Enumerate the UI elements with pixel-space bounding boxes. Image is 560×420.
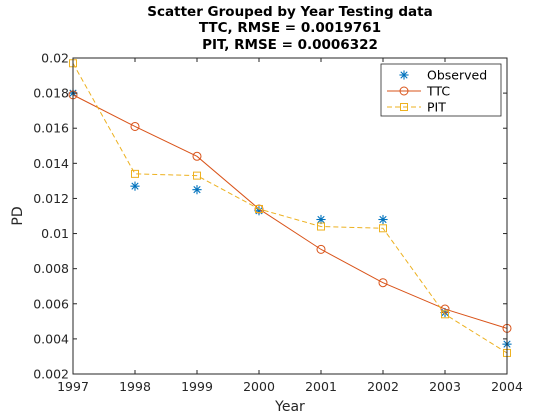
x-tick-label: 1998	[119, 379, 151, 394]
series-ttc-line	[72, 94, 508, 329]
series-observed-point-stroke	[131, 182, 139, 190]
series-observed-point	[378, 214, 388, 225]
series-ttc-point	[440, 304, 450, 314]
series-ttc-point	[192, 151, 202, 161]
x-tick-label: 2003	[429, 379, 461, 394]
series-pit-point	[131, 169, 139, 178]
series-pit	[69, 59, 511, 357]
chart-title: Scatter Grouped by Year Testing data TTC…	[147, 4, 432, 53]
legend-entry-pit: PIT	[387, 100, 446, 115]
y-tick-label: 0.008	[33, 261, 69, 276]
series-observed-point-stroke	[317, 215, 325, 224]
series-observed-point-stroke	[379, 215, 387, 224]
series-pit-point	[441, 310, 449, 319]
chart-title-line-3: PIT, RMSE = 0.0006322	[202, 37, 378, 53]
legend-label-ttc: TTC	[426, 84, 450, 99]
series-observed-point-stroke	[193, 186, 201, 194]
legend-marker-observed-stroke	[400, 71, 408, 79]
tick-layer: 1997 1998 1999 2000 2001 2002 2003 2004 0.002 0.0…	[33, 51, 523, 395]
legend-entry-ttc: TTC	[387, 84, 450, 99]
y-tick-label: 0.004	[33, 331, 69, 346]
x-axis-label: Year	[274, 399, 305, 415]
legend-label-pit: PIT	[427, 100, 446, 115]
series-pit-point	[379, 224, 387, 233]
series-pit-line	[72, 63, 508, 354]
y-tick-label: 0.01	[41, 226, 69, 241]
legend-entry-observed: Observed	[399, 68, 487, 83]
x-tick-label: 1999	[181, 379, 213, 394]
x-tick-label: 2002	[367, 379, 399, 394]
x-tick-label: 2000	[243, 379, 275, 394]
y-tick-label: 0.02	[41, 51, 69, 66]
y-tick-label: 0.018	[33, 86, 69, 101]
y-tick-label: 0.014	[33, 156, 69, 171]
series-ttc-point	[316, 244, 326, 254]
y-tick-label: 0.002	[33, 367, 69, 382]
x-tick-label: 2001	[305, 379, 337, 394]
series-pit-point	[193, 171, 201, 180]
legend-marker-ttc	[399, 86, 409, 96]
series-pit-point	[317, 222, 325, 231]
y-tick-label: 0.012	[33, 191, 69, 206]
series-observed-point	[192, 185, 202, 195]
x-tick-label: 1997	[57, 379, 89, 394]
series-ttc-point	[130, 121, 140, 131]
chart-title-line-2: TTC, RMSE = 0.0019761	[199, 20, 381, 36]
plot-frame	[72, 57, 508, 375]
series-observed-point	[130, 181, 140, 191]
legend-marker-observed	[399, 70, 409, 80]
legend-marker-pit	[400, 103, 408, 111]
chart-title-line-1: Scatter Grouped by Year Testing data	[147, 4, 432, 20]
x-tick-label: 2004	[491, 379, 523, 394]
legend-label-observed: Observed	[427, 68, 487, 83]
y-axis-label: PD	[10, 206, 26, 225]
series-pit-point	[255, 204, 263, 213]
series-ttc-point	[378, 278, 388, 288]
y-tick-label: 0.016	[33, 121, 69, 136]
y-tick-label: 0.006	[33, 296, 69, 311]
